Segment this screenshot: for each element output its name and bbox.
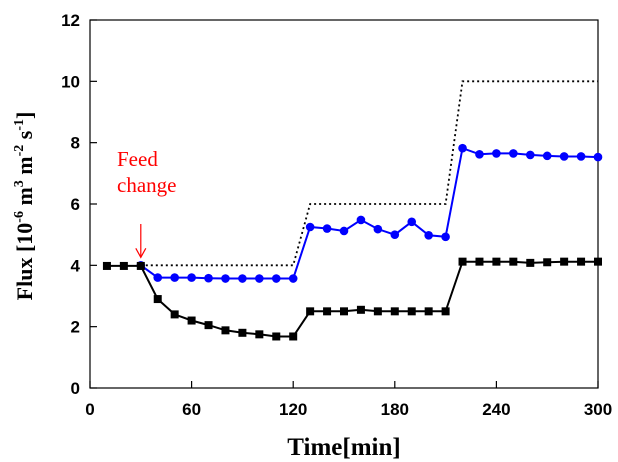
series-3-point [407, 307, 416, 316]
series-3-point [594, 257, 602, 266]
y-axis-title-exp-1: -6 [12, 211, 27, 223]
x-tick-label: 240 [482, 400, 510, 419]
y-axis-title-exp-4: -1 [12, 119, 27, 131]
series-2-point [576, 152, 586, 161]
series-3-point [543, 258, 552, 267]
x-tick-label: 180 [381, 400, 409, 419]
x-tick-label: 300 [584, 400, 612, 419]
series-3-point [577, 257, 586, 266]
series-3-point [526, 258, 535, 267]
y-axis-title-main: Flux [10 [12, 223, 37, 301]
series-3-point [373, 307, 382, 316]
series-3-point [119, 261, 128, 270]
series-3-point [102, 261, 111, 270]
series-2-point [373, 224, 383, 234]
series-2-point [492, 149, 501, 158]
y-axis-title-unit-m2: m [12, 156, 37, 180]
series-2-point [424, 230, 433, 240]
series-line-2 [140, 146, 599, 280]
series-3-point [221, 326, 230, 335]
series-2-point [525, 150, 535, 160]
plot-frame [89, 19, 599, 389]
feed-change-arrow-head [135, 248, 147, 259]
series-2-point [458, 143, 467, 153]
series-3-point [238, 328, 247, 337]
series-2-point [170, 273, 179, 282]
series-2-point [441, 232, 450, 242]
y-tick-label: 10 [61, 72, 80, 91]
series-3-point [255, 330, 264, 339]
y-axis-title-end: ] [12, 112, 37, 119]
series-2-point [407, 217, 417, 227]
series-3-point [289, 332, 298, 341]
series-3-point [187, 316, 196, 325]
x-tick-label: 0 [85, 400, 94, 419]
series-3-point [136, 261, 145, 270]
x-axis-title: Time[min] [287, 434, 400, 461]
series-2-point [322, 224, 332, 233]
x-ticks: 0 60 120 180 240 300 [85, 381, 612, 419]
y-axis-title-unit-m: m [12, 187, 37, 211]
y-tick-label: 4 [71, 256, 81, 275]
feed-change-label-line1: Feed [117, 147, 158, 171]
series-3-point [153, 295, 162, 304]
y-tick-label: 2 [71, 318, 80, 337]
series-2-point [153, 273, 163, 282]
y-axis-title-exp-3: -2 [12, 145, 27, 157]
feed-change-label-line2: change [117, 173, 176, 197]
series-2-point [356, 215, 366, 225]
series-2-point [204, 273, 213, 283]
series-3-point [170, 310, 179, 319]
series-2-point [475, 150, 484, 159]
y-tick-label: 0 [71, 379, 80, 398]
series-2-point [305, 222, 315, 232]
x-tick-label: 120 [279, 400, 307, 419]
series-3-point [390, 307, 399, 316]
series-3-point [340, 307, 348, 316]
series-2-point [593, 152, 603, 162]
series-3-point [306, 307, 315, 316]
y-tick-label: 8 [71, 134, 80, 153]
y-axis-title: Flux [10-6 m3 m-2 s-1] [12, 112, 37, 301]
series-2-point [238, 274, 247, 283]
series-2-point [288, 274, 298, 283]
series-3-point [424, 307, 433, 316]
series-3-point [475, 257, 484, 266]
series-2-point [559, 152, 569, 161]
series-3-point [272, 332, 281, 341]
series-layer [102, 80, 603, 341]
x-tick-label: 60 [182, 400, 201, 419]
series-3-point [492, 257, 501, 266]
y-ticks: 0 2 4 6 8 10 12 [61, 11, 97, 398]
series-3-point [356, 305, 365, 314]
y-tick-label: 6 [71, 195, 80, 214]
feed-change-annotation: Feed change [117, 147, 176, 259]
series-2-point [542, 151, 552, 161]
series-2-point [509, 149, 518, 158]
series-2-point [187, 273, 196, 282]
series-3-point [441, 307, 450, 316]
series-3-point [323, 307, 332, 316]
series-3-point [458, 257, 467, 266]
series-3-point [204, 321, 213, 330]
series-2-point [339, 226, 349, 236]
series-2-point [271, 274, 281, 283]
y-axis-title-exp-2: 3 [12, 180, 27, 187]
y-tick-label: 12 [61, 11, 80, 30]
y-axis-title-unit-s: s [12, 130, 37, 145]
series-2-point [390, 230, 400, 239]
series-2-point [221, 274, 230, 283]
series-2-point [255, 274, 264, 283]
series-3-point [560, 257, 569, 266]
series-3-point [509, 257, 518, 266]
